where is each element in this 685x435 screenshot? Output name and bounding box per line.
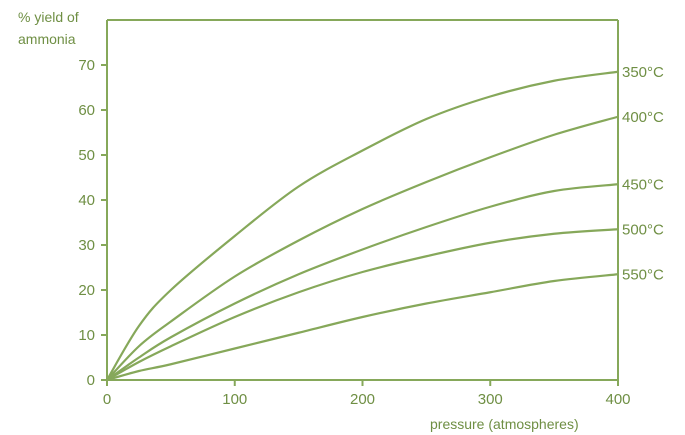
series-label-3: 500°C [622,221,664,238]
y-tick-label: 70 [78,57,95,74]
y-tick-label: 40 [78,192,95,209]
x-tick-label: 100 [222,391,247,408]
x-tick-label: 400 [605,391,630,408]
axes [106,19,619,381]
y-axis-label-line-1: % yield of [18,9,79,25]
y-tick-label: 30 [78,237,95,254]
x-tick-label: 200 [350,391,375,408]
y-tick-label: 60 [78,102,95,119]
series-label-1: 400°C [622,109,664,126]
x-axis-label: pressure (atmospheres) [430,416,579,432]
ticks: 0 10 20 30 40 50 60 70 0 100 200 300 400 [78,57,630,408]
series-line-1 [106,115,619,381]
series-lines [106,70,619,382]
series-label-0: 350°C [622,64,664,81]
series-line-2 [106,183,619,381]
series-line-0 [106,70,619,381]
series-labels: 350°C 400°C 450°C 500°C 550°C [622,64,664,284]
x-tick-label: 0 [103,391,111,408]
y-tick-label: 20 [78,282,95,299]
x-tick-label: 300 [478,391,503,408]
y-tick-label: 0 [87,372,95,389]
series-line-4 [106,273,619,382]
series-label-2: 450°C [622,176,664,193]
y-tick-label: 10 [78,327,95,344]
y-tick-label: 50 [78,147,95,164]
series-label-4: 550°C [622,266,664,283]
y-axis-label-line-2: ammonia [18,31,76,47]
series-line-3 [106,228,619,381]
